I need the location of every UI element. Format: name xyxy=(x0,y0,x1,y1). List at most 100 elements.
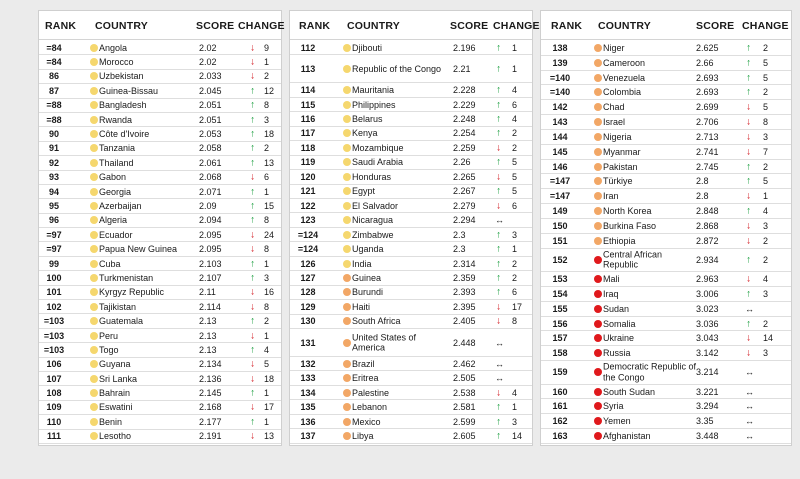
rank-cell: 133 xyxy=(300,373,316,384)
rank-cell: =147 xyxy=(549,176,571,187)
peace-level-dot xyxy=(343,338,351,347)
rankings-panel-1: RANK COUNTRY SCORE CHANGE =84 Angola 2.02 ↓… xyxy=(38,10,285,446)
rank-cell: 150 xyxy=(552,220,568,231)
arrow-up-icon: ↑ xyxy=(250,200,255,212)
change-cell: 5 xyxy=(763,57,769,68)
score-cell: 2.581 xyxy=(453,402,476,413)
arrow-up-icon: ↑ xyxy=(250,99,255,111)
country-cell: Guinea-Bissau xyxy=(99,85,159,96)
change-cell: 2 xyxy=(512,142,518,153)
rank-cell: 152 xyxy=(552,254,568,265)
change-cell: 1 xyxy=(264,416,270,427)
rank-cell: 145 xyxy=(552,146,568,157)
arrow-down-icon: ↓ xyxy=(250,229,255,241)
table-row: 156 Somalia 3.036 ↑ 2 xyxy=(541,317,791,332)
table-row: 131 United States of America 2.448 ↔ xyxy=(290,329,532,357)
country-cell: Papua New Guinea xyxy=(99,243,178,254)
rank-cell: =103 xyxy=(43,330,65,341)
country-cell: Myanmar xyxy=(603,146,641,157)
arrow-up-icon: ↑ xyxy=(250,416,255,428)
table-row: 145 Myanmar 2.741 ↓ 7 xyxy=(541,145,791,160)
country-cell: Mexico xyxy=(352,416,381,427)
rank-cell: 92 xyxy=(48,157,59,168)
rank-cell: 137 xyxy=(300,430,316,441)
country-cell: Libya xyxy=(352,430,374,441)
rank-cell: 96 xyxy=(48,215,59,226)
rank-cell: 106 xyxy=(46,359,62,370)
change-header: CHANGE xyxy=(238,20,285,32)
score-cell: 2.848 xyxy=(696,206,719,217)
change-cell: 17 xyxy=(264,402,275,413)
table-row: 94 Georgia 2.071 ↑ 1 xyxy=(39,185,281,200)
score-cell: 2.033 xyxy=(199,71,222,82)
score-cell: 2.045 xyxy=(199,85,222,96)
country-cell: Chad xyxy=(603,101,625,112)
peace-level-dot xyxy=(90,403,98,412)
peace-level-dot xyxy=(343,403,351,412)
table-row: 154 Iraq 3.006 ↑ 3 xyxy=(541,287,791,302)
arrow-down-icon: ↓ xyxy=(250,286,255,298)
score-cell: 2.051 xyxy=(199,114,222,125)
peace-level-dot xyxy=(90,417,98,426)
country-cell: Saudi Arabia xyxy=(352,157,404,168)
no-change-icon: ↔ xyxy=(745,386,754,397)
table-row: 121 Egypt 2.267 ↑ 5 xyxy=(290,185,532,199)
peace-level-dot xyxy=(594,147,602,156)
change-cell: 1 xyxy=(264,330,270,341)
score-cell: 3.214 xyxy=(696,367,719,378)
change-cell: 24 xyxy=(264,229,275,240)
score-cell: 2.107 xyxy=(199,272,222,283)
rank-cell: 160 xyxy=(552,386,568,397)
change-cell: 5 xyxy=(763,72,769,83)
peace-level-dot xyxy=(594,289,602,298)
arrow-down-icon: ↓ xyxy=(250,330,255,341)
peace-level-dot xyxy=(594,236,602,245)
change-cell: 5 xyxy=(512,171,518,182)
arrow-down-icon: ↓ xyxy=(250,243,255,255)
country-cell: Djibouti xyxy=(352,42,383,53)
peace-level-dot xyxy=(343,129,351,138)
score-cell: 2.706 xyxy=(696,117,719,128)
score-cell: 2.21 xyxy=(453,63,471,74)
arrow-up-icon: ↑ xyxy=(496,185,501,197)
arrow-down-icon: ↓ xyxy=(250,301,255,313)
peace-level-dot xyxy=(90,58,98,67)
rank-cell: 139 xyxy=(552,57,568,68)
arrow-down-icon: ↓ xyxy=(250,401,255,413)
table-row: 96 Algeria 2.094 ↑ 8 xyxy=(39,214,281,229)
table-row: =97 Papua New Guinea 2.095 ↓ 8 xyxy=(39,242,281,257)
arrow-up-icon: ↑ xyxy=(496,99,501,111)
rank-cell: 144 xyxy=(552,131,568,142)
table-row: =147 Iran 2.8 ↓ 1 xyxy=(541,189,791,205)
peace-level-dot xyxy=(343,143,351,152)
peace-level-dot xyxy=(90,86,98,95)
country-cell: Yemen xyxy=(603,415,631,426)
score-cell: 2.196 xyxy=(453,42,476,53)
country-cell: Lesotho xyxy=(99,430,132,441)
country-cell: Kyrgyz Republic xyxy=(99,287,165,298)
arrow-up-icon: ↑ xyxy=(250,272,255,284)
country-cell: Republic of the Congo xyxy=(352,63,442,74)
arrow-up-icon: ↑ xyxy=(746,205,751,217)
rank-cell: =103 xyxy=(43,344,65,355)
arrow-up-icon: ↑ xyxy=(250,315,255,327)
country-cell: Turkmenistan xyxy=(99,272,154,283)
change-cell: 2 xyxy=(264,316,270,327)
country-cell: Palestine xyxy=(352,387,390,398)
country-cell: Russia xyxy=(603,347,631,358)
table-row: 153 Mali 2.963 ↓ 4 xyxy=(541,272,791,287)
rank-cell: 123 xyxy=(300,215,316,226)
rank-cell: 149 xyxy=(552,206,568,217)
table-row: =147 Türkiye 2.8 ↑ 5 xyxy=(541,174,791,190)
change-header: CHANGE xyxy=(493,20,540,32)
change-cell: 2 xyxy=(763,318,769,329)
table-row: =84 Morocco 2.02 ↓ 1 xyxy=(39,55,281,70)
table-row: 110 Benin 2.177 ↑ 1 xyxy=(39,415,281,430)
score-cell: 2.405 xyxy=(453,316,476,327)
arrow-up-icon: ↑ xyxy=(250,344,255,356)
change-cell: 18 xyxy=(264,129,275,140)
table-row: 158 Russia 3.142 ↓ 3 xyxy=(541,346,791,362)
table-row: 144 Nigeria 2.713 ↓ 3 xyxy=(541,130,791,145)
arrow-down-icon: ↓ xyxy=(496,301,501,313)
score-cell: 2.294 xyxy=(453,215,476,226)
